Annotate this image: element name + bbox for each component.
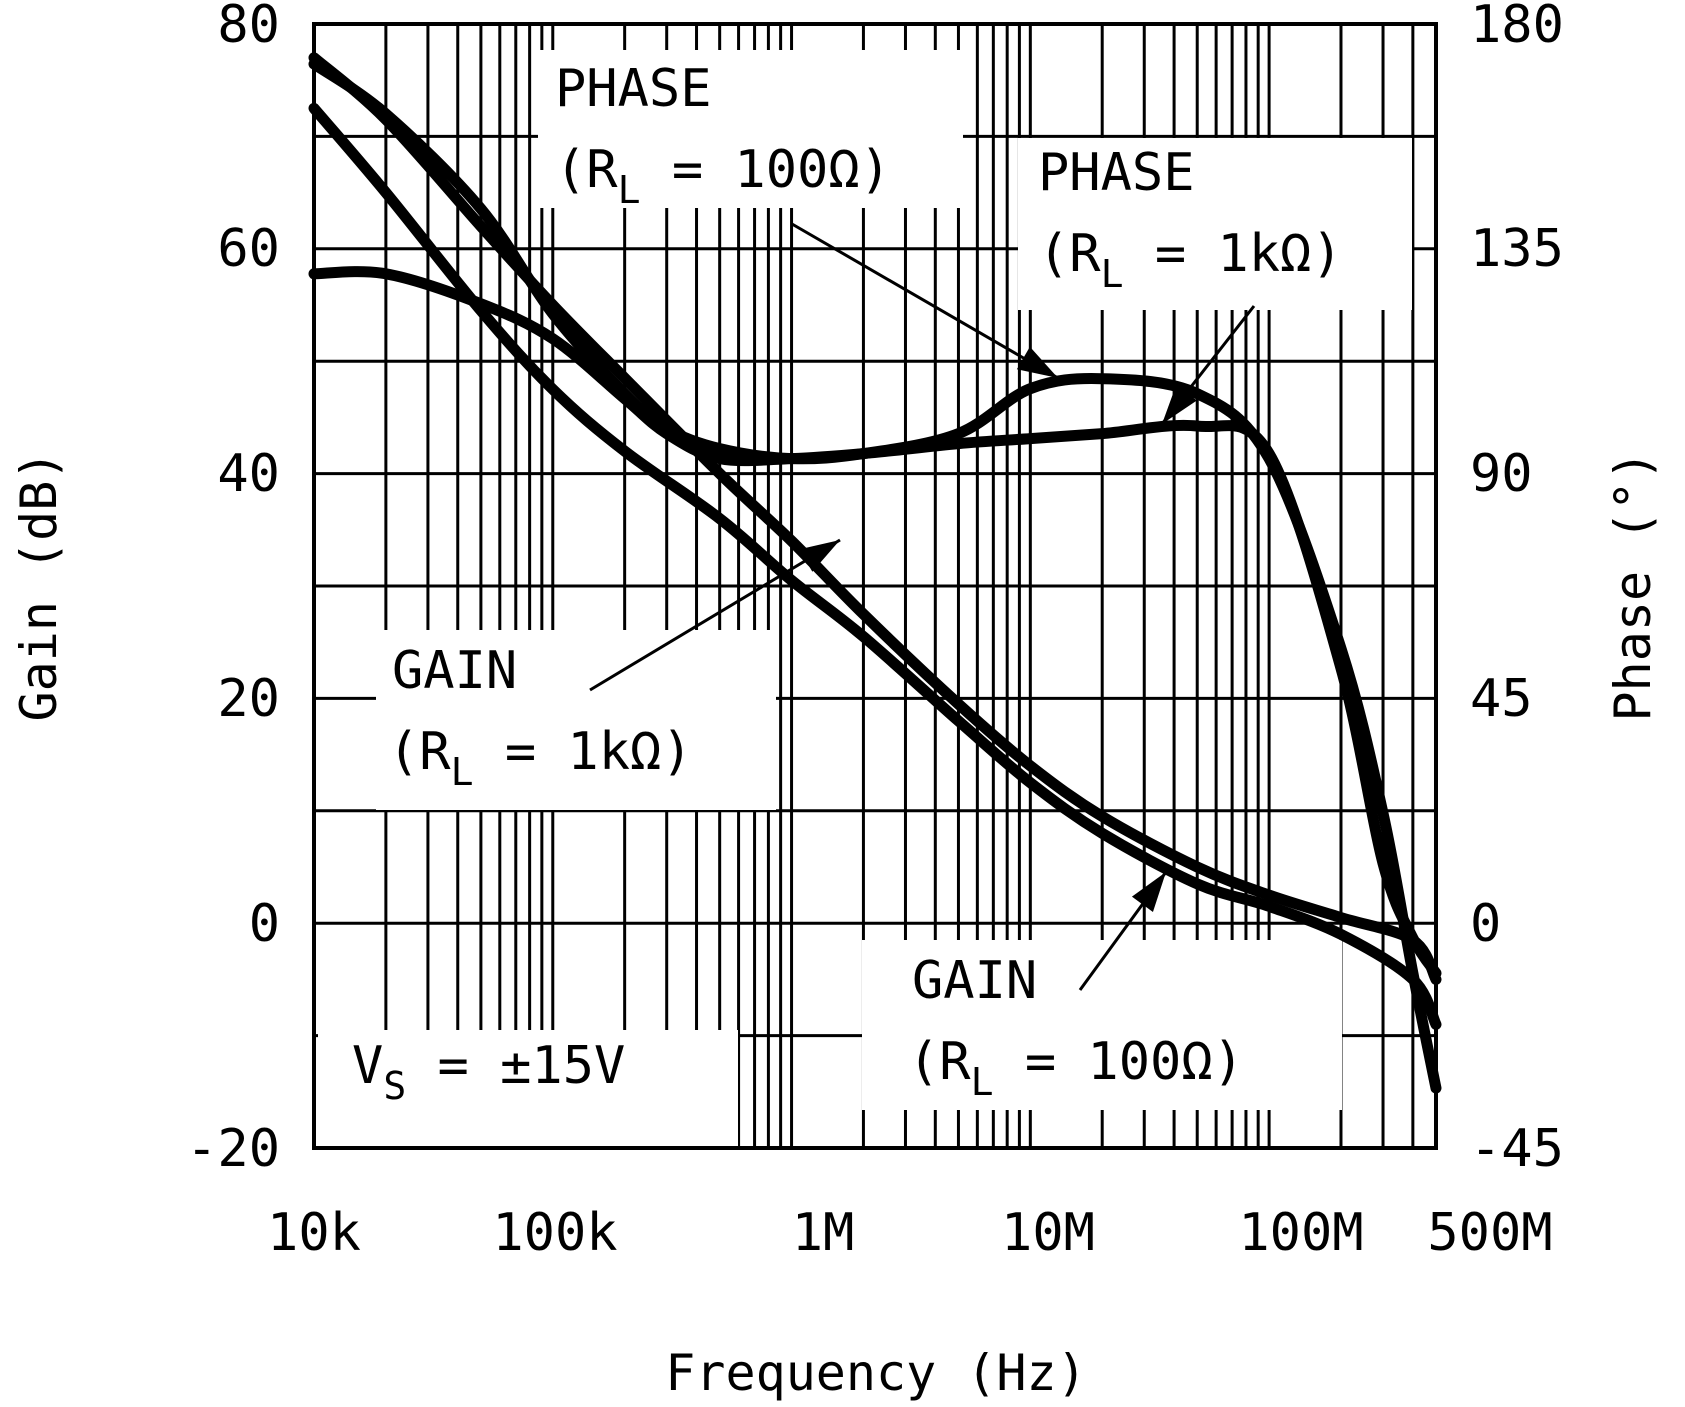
x-tick: 500M [1427,1203,1552,1263]
supply-voltage-label: VS = ±15V [352,1036,625,1108]
y-left-tick: 40 [217,444,280,504]
annotation-background [538,50,963,208]
annotation-title: PHASE [1038,143,1195,203]
y-right-tick: 90 [1470,444,1533,504]
x-tick: 100M [1238,1203,1363,1263]
arrow-phase-100 [791,222,1059,380]
annotation-title: PHASE [555,59,712,119]
annotation-background [376,630,776,810]
right-axis-ticks: -45 0 45 90 135 180 [1470,0,1564,1179]
y-left-tick: 20 [217,669,280,729]
y-left-tick: 0 [249,894,280,954]
arrow-gain-100-head [1131,872,1166,912]
annotation-condition: (RL = 1kΩ) [1038,224,1343,296]
annotation-condition: (RL = 100Ω) [908,1032,1244,1104]
annotation-title: GAIN [392,641,517,701]
x-axis-ticks: 10k 100k 1M 10M 100M 500M [267,1203,1553,1263]
gain-100-curve [308,102,1442,1030]
y-left-axis-title: Gain (dB) [10,451,68,722]
x-tick: 10k [267,1203,361,1263]
phase-100-curve [308,58,1442,1094]
y-right-tick: -45 [1470,1119,1564,1179]
arrow-phase-1k-head [1162,384,1197,424]
y-right-tick: 45 [1470,669,1533,729]
annotation-phase-1kohm: PHASE (RL = 1kΩ) [1038,143,1343,296]
x-tick: 1M [792,1203,855,1263]
annotation-background [862,940,1342,1110]
annotation-gain-1kohm: GAIN (RL = 1kΩ) [388,641,693,794]
y-left-tick: -20 [186,1119,280,1179]
y-right-axis-title: Phase (°) [1604,451,1662,722]
arrow-gain-1k [589,538,841,692]
y-right-tick: 135 [1470,219,1564,279]
annotation-gain-100ohm: GAIN (RL = 100Ω) [908,951,1244,1104]
x-tick: 10M [1001,1203,1095,1263]
x-tick: 100k [492,1203,617,1263]
annotation-arrows [589,222,1256,991]
annotation-backgrounds [318,50,1412,1148]
y-left-tick: 80 [217,0,280,55]
y-right-tick: 0 [1470,894,1501,954]
phase-1k-curve [308,266,1442,979]
y-left-tick: 60 [217,219,280,279]
annotation-background [318,1030,738,1148]
annotation-condition: (RL = 100Ω) [555,140,891,212]
y-right-tick: 180 [1470,0,1564,55]
plot-frame [312,22,1438,1150]
annotation-title: GAIN [912,951,1037,1011]
annotation-background [1018,138,1412,310]
x-axis-title: Frequency (Hz) [665,1344,1086,1402]
curves [308,52,1442,1094]
annotation-phase-100ohm: PHASE (RL = 100Ω) [555,59,891,212]
gain-1k-curve [308,52,1442,985]
annotation-condition: (RL = 1kΩ) [388,722,693,794]
arrow-phase-100-head [1016,346,1058,378]
arrow-gain-1k-head [799,540,840,572]
left-axis-ticks: -20 0 20 40 60 80 [186,0,280,1179]
